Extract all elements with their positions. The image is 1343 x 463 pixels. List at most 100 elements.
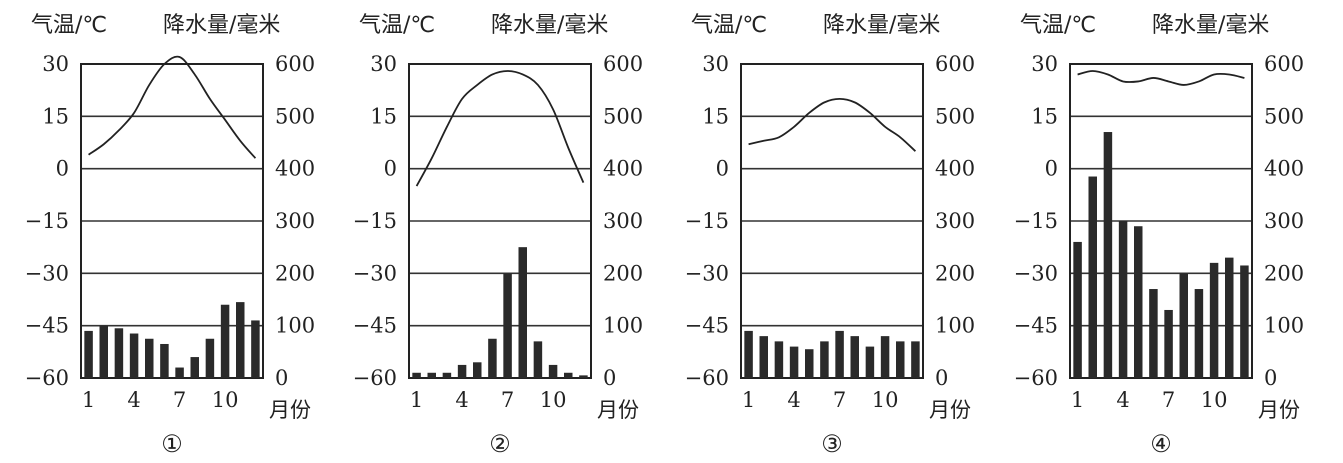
precipitation-bar	[473, 362, 482, 378]
panel-number: ④	[1150, 430, 1172, 458]
precipitation-bar	[1179, 273, 1188, 378]
precipitation-axis-title: 降水量/毫米	[1152, 13, 1269, 38]
plot-frame	[1069, 63, 1253, 379]
temp-tick-label: −30	[25, 261, 69, 285]
temp-tick-label: 15	[42, 104, 69, 128]
precipitation-bar	[789, 346, 799, 378]
precipitation-bar	[175, 367, 184, 378]
precipitation-bar	[548, 364, 558, 378]
climate-chart-2: 气温/℃ 降水量/毫米 30 15 0 −15 −30 −45 −60 600 500 400 300 2…	[353, 13, 643, 458]
precip-tick-label: 200	[603, 261, 643, 285]
precip-tick-label: 500	[935, 104, 975, 128]
temperature-axis-title: 气温/℃	[1020, 13, 1096, 38]
precipitation-bar	[1073, 241, 1082, 378]
temperature-line	[748, 97, 917, 152]
precipitation-axis-title: 降水量/毫米	[491, 13, 608, 38]
precipitation-bar	[880, 336, 890, 378]
month-tick-label: 10	[540, 388, 567, 412]
temp-tick-label: −45	[685, 314, 729, 338]
panel-number: ②	[489, 430, 511, 458]
temp-tick-label: 0	[1045, 157, 1058, 181]
month-axis-title: 月份	[1258, 398, 1300, 422]
precipitation-bar	[835, 330, 844, 378]
month-tick-label: 7	[173, 388, 186, 412]
precipitation-bar	[205, 338, 215, 378]
temp-tick-label: −15	[25, 209, 69, 233]
temp-tick-label: 0	[716, 157, 729, 181]
precipitation-bar	[820, 341, 829, 378]
month-tick-label: 4	[787, 388, 800, 412]
precipitation-bar	[579, 375, 588, 378]
temp-tick-label: 15	[702, 104, 729, 128]
precip-tick-label: 400	[935, 157, 975, 181]
precip-tick-label: 600	[603, 52, 643, 76]
precip-tick-label: 0	[603, 366, 616, 390]
temperature-axis-title: 气温/℃	[31, 13, 107, 38]
precip-tick-label: 400	[603, 157, 643, 181]
precipitation-bar	[564, 372, 573, 378]
precipitation-bar	[805, 349, 814, 378]
month-tick-label: 1	[410, 388, 423, 412]
precipitation-bar	[160, 343, 169, 378]
temp-tick-label: −45	[353, 314, 397, 338]
precipitation-bar	[503, 273, 512, 378]
precipitation-bar	[190, 357, 199, 378]
month-tick-label: 1	[82, 388, 95, 412]
panel-number: ③	[821, 430, 843, 458]
precipitation-bar	[896, 341, 905, 378]
temp-tick-label: 15	[370, 104, 397, 128]
precip-tick-label: 500	[603, 104, 643, 128]
precipitation-bar	[774, 341, 784, 378]
temp-tick-label: −60	[25, 366, 69, 390]
climate-chart-3: 气温/℃ 降水量/毫米 30 15 0 −15 −30 −45 −60 600 500 400 300 2…	[685, 13, 975, 458]
temp-tick-label: −60	[353, 366, 397, 390]
temp-tick-label: −60	[1014, 366, 1058, 390]
precipitation-bar	[518, 247, 527, 378]
precip-tick-label: 600	[1264, 52, 1304, 76]
precipitation-bar	[114, 328, 124, 378]
precip-tick-label: 300	[935, 209, 975, 233]
month-axis-title: 月份	[597, 398, 639, 422]
precip-tick-label: 200	[275, 261, 315, 285]
precipitation-bar	[865, 346, 875, 378]
month-tick-label: 7	[833, 388, 846, 412]
temp-tick-label: −15	[685, 209, 729, 233]
temperature-axis-title: 气温/℃	[359, 13, 435, 38]
precipitation-bar	[1134, 226, 1143, 378]
precip-tick-label: 400	[275, 157, 315, 181]
precipitation-axis-title: 降水量/毫米	[163, 13, 280, 38]
precipitation-bar	[457, 364, 467, 378]
month-axis-title: 月份	[269, 398, 311, 422]
month-tick-label: 1	[742, 388, 755, 412]
temp-tick-label: 30	[1031, 52, 1058, 76]
precipitation-bar	[1164, 309, 1173, 378]
precipitation-bar	[533, 341, 543, 378]
temp-tick-label: 15	[1031, 104, 1058, 128]
climate-chart-1: 气温/℃ 降水量/毫米 30 15 0 −15 −30 −45 −60 600 500 400 300 2…	[25, 13, 315, 458]
precipitation-bar	[99, 325, 108, 378]
precip-tick-label: 100	[603, 314, 643, 338]
precipitation-bar	[1118, 221, 1128, 378]
temp-tick-label: −30	[685, 261, 729, 285]
precipitation-bar	[251, 320, 260, 378]
precipitation-bar	[1225, 257, 1234, 378]
temp-tick-label: −60	[685, 366, 729, 390]
temp-tick-label: 0	[56, 157, 69, 181]
precip-tick-label: 400	[1264, 157, 1304, 181]
precipitation-bar	[1194, 289, 1204, 378]
temperature-line	[415, 70, 585, 187]
precip-tick-label: 100	[275, 314, 315, 338]
precipitation-bar	[412, 372, 421, 378]
precipitation-bar	[1149, 289, 1158, 378]
temp-tick-label: 0	[384, 157, 397, 181]
precipitation-bar	[1240, 265, 1249, 378]
plot-frame	[80, 63, 264, 379]
month-tick-label: 10	[212, 388, 239, 412]
precip-tick-label: 0	[935, 366, 948, 390]
temp-tick-label: 30	[42, 52, 69, 76]
precipitation-bar	[1209, 262, 1219, 378]
precipitation-bar	[236, 302, 245, 378]
precip-tick-label: 0	[275, 366, 288, 390]
month-tick-label: 10	[872, 388, 899, 412]
temperature-line	[88, 55, 257, 159]
